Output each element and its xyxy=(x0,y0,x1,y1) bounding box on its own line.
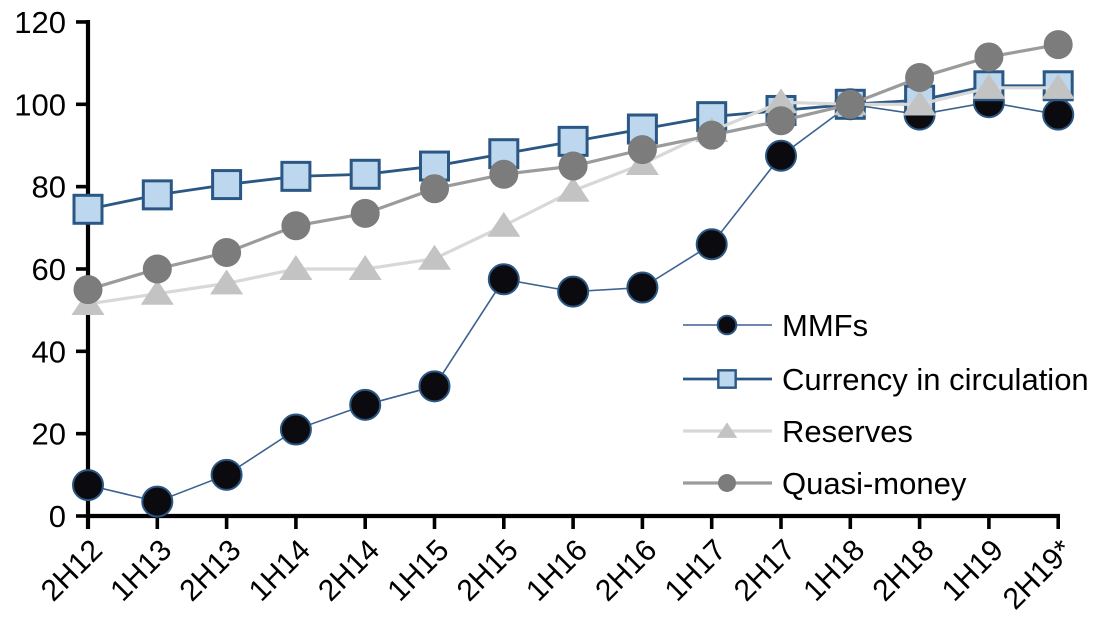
data-point xyxy=(281,211,311,241)
series-quasi-money xyxy=(73,30,1073,305)
legend-label: Reserves xyxy=(782,414,913,449)
data-point xyxy=(558,151,588,181)
data-point xyxy=(210,269,244,295)
y-axis-tick-label: 20 xyxy=(32,417,66,452)
x-axis-tick-label: 1H13 xyxy=(104,534,178,608)
legend-item: Quasi-money xyxy=(683,466,967,501)
data-point xyxy=(279,413,312,446)
triangle-legend-marker-icon xyxy=(716,422,738,438)
data-point xyxy=(765,139,797,172)
x-axis-tick-label: 1H17 xyxy=(659,534,733,608)
data-point xyxy=(420,174,449,204)
data-point xyxy=(141,179,173,211)
x-axis-tick-label: 2H19* xyxy=(997,533,1080,616)
data-point xyxy=(905,63,935,93)
y-axis-tick-label: 80 xyxy=(32,170,66,205)
x-axis-tick-label: 2H14 xyxy=(312,534,386,608)
data-point xyxy=(489,159,519,189)
data-point xyxy=(350,198,380,228)
y-axis-tick-label: 40 xyxy=(32,334,66,369)
data-point xyxy=(487,263,520,296)
data-point xyxy=(764,88,798,114)
legend-item: Currency in circulation xyxy=(683,362,1089,397)
data-point xyxy=(557,275,590,308)
x-axis-tick-label: 2H15 xyxy=(451,534,525,608)
x-axis-tick-label: 1H15 xyxy=(381,534,455,608)
data-point xyxy=(418,370,451,403)
data-point xyxy=(417,244,452,270)
legend-item: MMFs xyxy=(683,308,868,343)
data-point xyxy=(349,158,381,190)
legend: MMFs Currency in circulation Reserves Quasi… xyxy=(683,308,1089,501)
data-point xyxy=(280,160,312,192)
data-point xyxy=(835,89,865,119)
data-point xyxy=(72,469,104,502)
x-axis-tick-label: 2H12 xyxy=(35,534,109,608)
data-point xyxy=(142,254,172,284)
x-axis-tick-label: 2H18 xyxy=(867,534,941,608)
data-point xyxy=(212,238,242,268)
data-point xyxy=(1043,30,1073,60)
x-axis-tick-label: 2H16 xyxy=(589,534,663,608)
legend-label: MMFs xyxy=(782,308,868,343)
y-axis-tick-label: 120 xyxy=(14,5,66,40)
x-axis-tick-label: 1H19 xyxy=(936,534,1010,608)
x-axis-tick-label: 2H17 xyxy=(728,534,802,608)
y-axis-tick-label: 100 xyxy=(14,87,66,122)
data-point xyxy=(1041,73,1075,99)
y-axis-tick-label: 0 xyxy=(49,499,66,534)
data-point xyxy=(974,42,1004,72)
x-axis-tick-label: 1H18 xyxy=(797,534,871,608)
legend-label: Quasi-money xyxy=(782,466,967,501)
circle-legend-marker-icon xyxy=(718,474,736,492)
data-point xyxy=(72,193,104,225)
data-point xyxy=(903,90,937,116)
data-point xyxy=(626,271,659,304)
data-point xyxy=(556,176,590,202)
x-axis-tick-label: 1H16 xyxy=(520,534,594,608)
data-point xyxy=(210,458,243,491)
data-point xyxy=(349,388,382,421)
legend-item: Reserves xyxy=(683,414,913,449)
data-point xyxy=(1042,98,1075,131)
data-point xyxy=(972,73,1006,99)
legend-label: Currency in circulation xyxy=(782,362,1089,397)
data-point xyxy=(697,120,727,150)
data-point xyxy=(557,125,589,157)
y-axis-tick-label: 60 xyxy=(32,252,66,287)
data-point xyxy=(279,255,313,280)
data-point xyxy=(766,106,796,136)
data-point xyxy=(695,228,728,261)
data-point xyxy=(140,279,174,305)
data-point xyxy=(211,169,243,201)
data-point xyxy=(348,255,382,280)
data-point xyxy=(627,135,657,165)
data-point xyxy=(141,485,174,518)
x-axis-tick-label: 1H14 xyxy=(243,534,317,608)
circle-legend-marker-icon xyxy=(716,314,738,336)
x-axis-tick-label: 2H13 xyxy=(174,534,248,608)
data-point xyxy=(487,211,521,237)
data-point xyxy=(73,275,103,305)
square-legend-marker-icon xyxy=(717,369,737,389)
